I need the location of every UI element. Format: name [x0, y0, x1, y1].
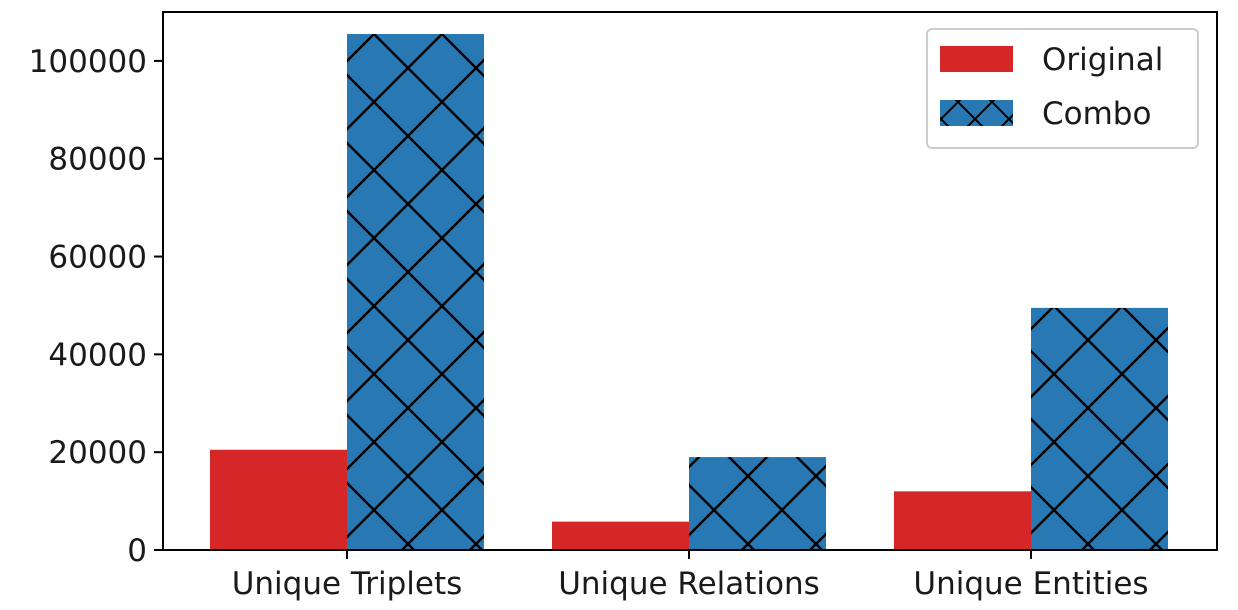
bar-combo-unique-triplets: [347, 34, 484, 550]
bar-original-unique-entities: [894, 491, 1031, 550]
y-tick-label: 60000: [48, 240, 147, 276]
y-tick-label: 40000: [48, 337, 147, 373]
axes-layer: 0 20000 40000 60000 80000 100000 Unique Triple…: [29, 11, 1218, 602]
y-tick-label: 0: [127, 533, 147, 569]
legend: Original Combo: [926, 28, 1199, 149]
bar-combo-unique-relations: [689, 457, 826, 550]
x-tick-label: Unique Triplets: [232, 566, 463, 602]
x-tick-label: Unique Entities: [913, 566, 1148, 602]
bar-combo-unique-entities: [1031, 307, 1168, 550]
legend-swatch-combo: [940, 100, 1013, 126]
bars-layer: [210, 34, 1168, 550]
bar-original-unique-triplets: [210, 449, 347, 550]
bar-original-unique-relations: [552, 521, 689, 550]
x-tick-label: Unique Relations: [558, 566, 820, 602]
y-tick-label: 80000: [48, 142, 147, 178]
y-tick-label: 100000: [29, 44, 147, 80]
y-tick-label: 20000: [48, 435, 147, 471]
legend-swatch-original: [940, 46, 1013, 72]
legend-label-combo: Combo: [1042, 96, 1151, 132]
legend-label-original: Original: [1042, 42, 1163, 78]
